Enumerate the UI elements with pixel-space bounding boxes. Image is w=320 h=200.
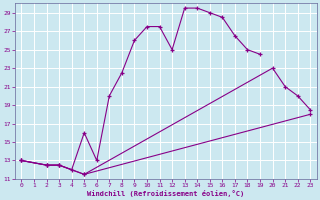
X-axis label: Windchill (Refroidissement éolien,°C): Windchill (Refroidissement éolien,°C) (87, 190, 244, 197)
